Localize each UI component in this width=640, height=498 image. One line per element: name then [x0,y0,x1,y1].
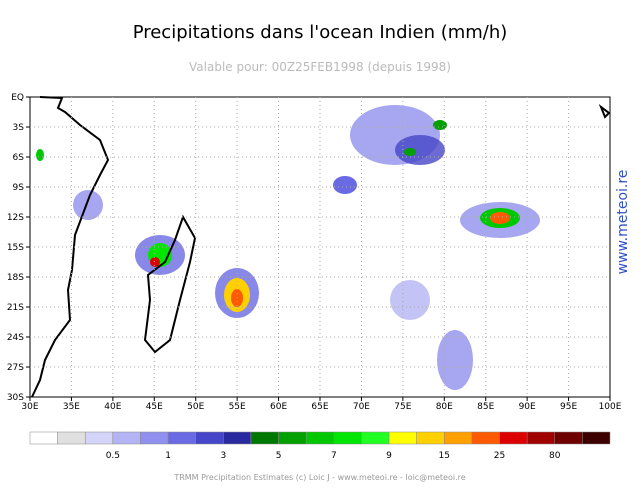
colorbar-swatch [499,431,528,445]
lat-label: EQ [11,93,24,103]
colorbar-label: 7 [331,451,337,461]
colorbar-swatch [112,431,141,445]
colorbar-label: 5 [276,451,282,461]
lat-label: 3S [13,123,25,133]
colorbar-swatch [582,431,611,445]
colorbar-label: 9 [386,451,392,461]
precipitation [36,105,540,390]
lat-label: 15S [7,243,24,253]
colorbar-swatch [471,431,500,445]
lon-label: 85E [477,402,494,412]
colorbar-swatch [29,431,58,445]
title: Precipitations dans l'ocean Indien (mm/h… [133,22,508,43]
watermark: www.meteoi.re [615,170,631,275]
lon-label: 50E [187,402,204,412]
colorbar-swatch [361,431,390,445]
lat-label: 6S [13,153,25,163]
colorbar-swatch [140,431,169,445]
lon-label: 45E [146,402,163,412]
lat-label: 30S [7,393,24,403]
coastline [31,96,611,398]
colorbar-swatch [333,431,362,445]
colorbar-label: 80 [549,451,561,461]
lon-label: 90E [519,402,536,412]
lat-label: 21S [7,303,24,313]
colorbar-swatch [278,431,307,445]
colorbar-swatch [57,431,86,445]
colorbar-swatch [84,431,114,445]
lat-label: 27S [7,363,24,373]
lat-label: 18S [7,273,24,283]
colorbar-label: 3 [220,451,226,461]
lon-label: 40E [104,402,121,412]
colorbar-label: 15 [439,451,450,461]
colorbar-swatch [167,431,196,445]
lat-label: 12S [7,213,24,223]
lon-label: 60E [270,402,287,412]
subtitle: Valable pour: 00Z25FEB1998 (depuis 1998) [189,60,451,74]
lon-label: 65E [311,402,328,412]
colorbar-label: 1 [165,451,171,461]
colorbar-swatch [223,431,252,445]
colorbar-swatch [195,431,224,445]
colorbar-swatch [250,431,279,445]
lon-label: 95E [560,402,577,412]
lon-label: 70E [353,402,370,412]
lon-label: 55E [229,402,246,412]
colorbar-swatch [305,431,335,445]
colorbar-swatch [416,431,445,445]
lon-label: 100E [599,402,622,412]
colorbar-swatch [388,431,417,445]
lon-label: 75E [394,402,411,412]
colorbar-swatch [554,431,583,445]
lon-label: 80E [436,402,453,412]
lat-label: 9S [13,183,25,193]
colorbar-label: 0.5 [106,451,120,461]
lon-label: 35E [63,402,80,412]
lon-label: 30E [21,402,38,412]
footer: TRMM Precipitation Estimates (c) Loic J … [173,473,465,482]
colorbar-label: 25 [494,451,505,461]
colorbar-swatch [526,431,556,445]
colorbar-swatch [444,431,473,445]
lat-label: 24S [7,333,24,343]
